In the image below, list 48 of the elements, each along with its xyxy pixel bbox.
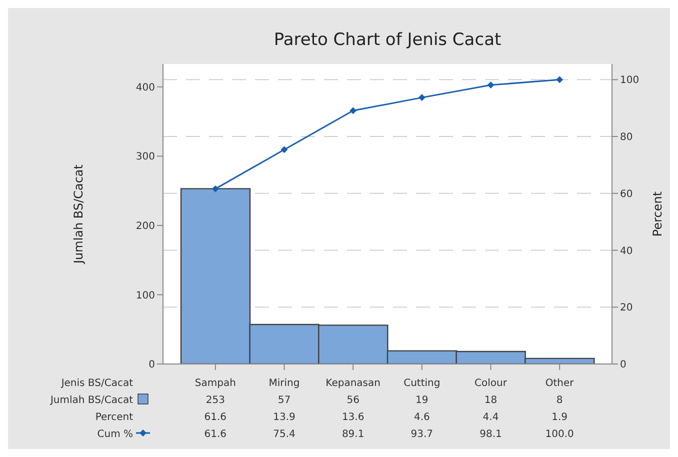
y2-tick-label: 40 [620,246,633,257]
text: 13.6 [342,412,364,423]
data-label: 93.7 [410,429,434,440]
y2-tick-label: 100 [620,75,640,86]
data-label: 61.6 [204,429,227,440]
point [280,146,288,154]
data-label: 18 [484,395,498,406]
point [418,94,426,102]
x-tick-label: Miring [268,378,300,389]
data-label: 19 [416,395,428,406]
y-tick-label: 100 [136,290,155,302]
y-tick-label: 300 [136,152,155,163]
x-tick-label: Sampah [194,378,236,389]
legend-label: Cum % [97,429,133,440]
chart-title: Pareto Chart of Jenis Cacat [272,30,502,50]
text: 4.4 [482,412,499,423]
data-label: 56 [346,395,360,406]
point [556,76,564,84]
legend-label: Jumlah BS/Cacat [49,395,134,406]
y2-axis-title: Percent [650,191,664,237]
data-label: 100.0 [545,429,574,440]
data-label: 89.1 [342,429,364,440]
x-axis-title: Jenis BS/Cacat [60,378,134,389]
y-tick-label: 400 [136,82,155,94]
y-tick-label: 200 [136,220,155,232]
text: 4.6 [414,412,430,423]
data-label: 253 [206,395,225,406]
point [212,185,219,192]
y2-tick-label: 80 [620,132,633,144]
text: 1.9 [552,412,568,423]
data-label: 75.4 [273,429,296,440]
y2-tick-label: 0 [620,360,626,371]
y-tick-label: 0 [148,360,155,371]
data-label: 98.1 [480,429,502,440]
x-tick-label: Kepanasan [326,378,381,389]
text: 61.6 [204,412,227,423]
point [350,107,357,114]
y2-tick-label: 20 [620,302,633,314]
y2-tick-label: 60 [620,188,633,200]
data-label: 57 [278,395,291,406]
x-tick-label: Other [545,378,575,389]
text: 13.9 [273,412,296,423]
x-tick-label: Cutting [404,378,440,389]
point [487,82,494,89]
data-label: 8 [556,395,563,406]
text: Percent [95,412,134,423]
x-tick-label: Colour [474,378,508,389]
y-axis-title: Jumlah BS/Cacat [71,164,86,265]
